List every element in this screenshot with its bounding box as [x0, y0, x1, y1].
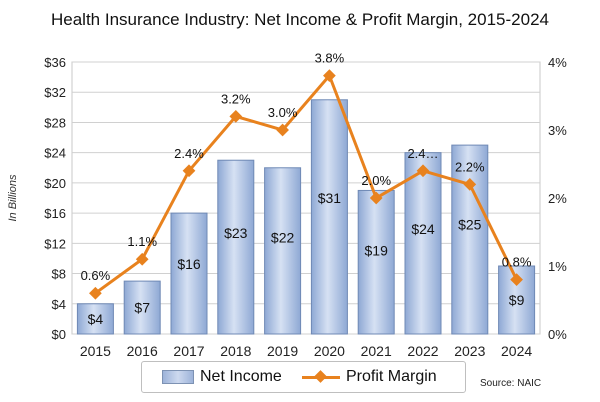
bar-net-income: [217, 159, 255, 335]
line-value-label: 3.8%: [315, 51, 345, 66]
line-profit-margin: [94, 74, 518, 295]
x-tick-label: 2019: [267, 343, 298, 359]
line-value-label: 3.2%: [221, 91, 251, 106]
x-tick-label: 2023: [454, 343, 485, 359]
line-value-label: 2.0%: [361, 173, 391, 188]
marker-profit-margin: [463, 178, 477, 191]
marker-profit-margin: [182, 164, 196, 178]
line-value-label: 0.6%: [81, 268, 111, 283]
marker-profit-margin: [323, 69, 336, 82]
bar-net-income: [404, 152, 442, 335]
y2-tick-label: 1%: [548, 259, 567, 274]
y2-tick-label: 3%: [548, 123, 567, 138]
line-value-label: 2.4%: [174, 146, 204, 161]
source-note: Source: NAIC: [480, 378, 542, 389]
y2-tick-label: 4%: [548, 55, 567, 70]
x-tick-label: 2015: [80, 343, 111, 359]
y-tick-label: $20: [44, 176, 66, 191]
legend-entry-profit-margin: Profit Margin: [302, 367, 437, 387]
x-tick-label: 2018: [220, 343, 251, 359]
bar-value-label: $25: [458, 216, 482, 232]
line-value-label: 2.4…: [407, 146, 438, 161]
marker-profit-margin: [135, 252, 149, 266]
bar-value-label: $23: [224, 225, 248, 241]
bar-value-label: $24: [411, 221, 435, 237]
line-value-label: 1.1%: [127, 234, 157, 249]
y-tick-label: $8: [52, 267, 66, 282]
marker-profit-margin: [369, 191, 383, 205]
bar-value-label: $7: [134, 300, 150, 316]
x-tick-label: 2020: [314, 343, 345, 359]
legend-label-net-income: Net Income: [200, 368, 282, 385]
bar-value-label: $19: [365, 243, 389, 259]
y-tick-label: $24: [44, 146, 66, 161]
x-tick-label: 2021: [361, 343, 392, 359]
y2-tick-label: 0%: [548, 327, 567, 342]
line-value-label: 0.8%: [502, 255, 532, 270]
x-tick-label: 2017: [173, 343, 204, 359]
line-value-label: 2.2%: [455, 159, 485, 174]
y-tick-label: $28: [44, 115, 66, 130]
legend-entry-net-income: Net Income: [162, 367, 282, 387]
marker-profit-margin: [276, 123, 289, 137]
bar-net-income: [451, 144, 489, 335]
y-axis-title: In Billions: [7, 174, 19, 222]
marker-profit-margin: [229, 110, 243, 123]
bar-value-label: $4: [88, 311, 104, 327]
y2-tick-label: 2%: [548, 191, 567, 206]
y-tick-label: $36: [44, 55, 66, 70]
bar-net-income: [264, 167, 302, 335]
chart-title: Health Insurance Industry: Net Income & …: [51, 10, 549, 29]
x-tick-label: 2022: [407, 343, 438, 359]
marker-profit-margin: [89, 286, 102, 300]
bar-value-label: $22: [271, 230, 295, 246]
legend-line-swatch: [302, 370, 340, 384]
bar-net-income: [357, 189, 395, 335]
line-value-label: 3.0%: [268, 105, 298, 120]
bar-net-income: [170, 212, 208, 335]
bar-value-label: $31: [318, 190, 342, 206]
bar-net-income: [123, 280, 161, 335]
bar-net-income: [310, 99, 348, 335]
bar-value-label: $9: [509, 292, 525, 308]
y-tick-label: $16: [44, 206, 66, 221]
bar-net-income: [76, 303, 114, 335]
y-tick-label: $4: [52, 297, 66, 312]
legend-bar-swatch: [162, 370, 194, 384]
legend-label-profit-margin: Profit Margin: [346, 368, 437, 385]
y-tick-label: $0: [52, 327, 66, 342]
bar-value-label: $16: [177, 256, 201, 272]
legend: Net Income Profit Margin: [141, 361, 466, 393]
marker-profit-margin: [416, 164, 430, 178]
x-tick-label: 2024: [501, 343, 532, 359]
y-tick-label: $12: [44, 236, 66, 251]
x-tick-label: 2016: [127, 343, 158, 359]
y-tick-label: $32: [44, 85, 66, 100]
